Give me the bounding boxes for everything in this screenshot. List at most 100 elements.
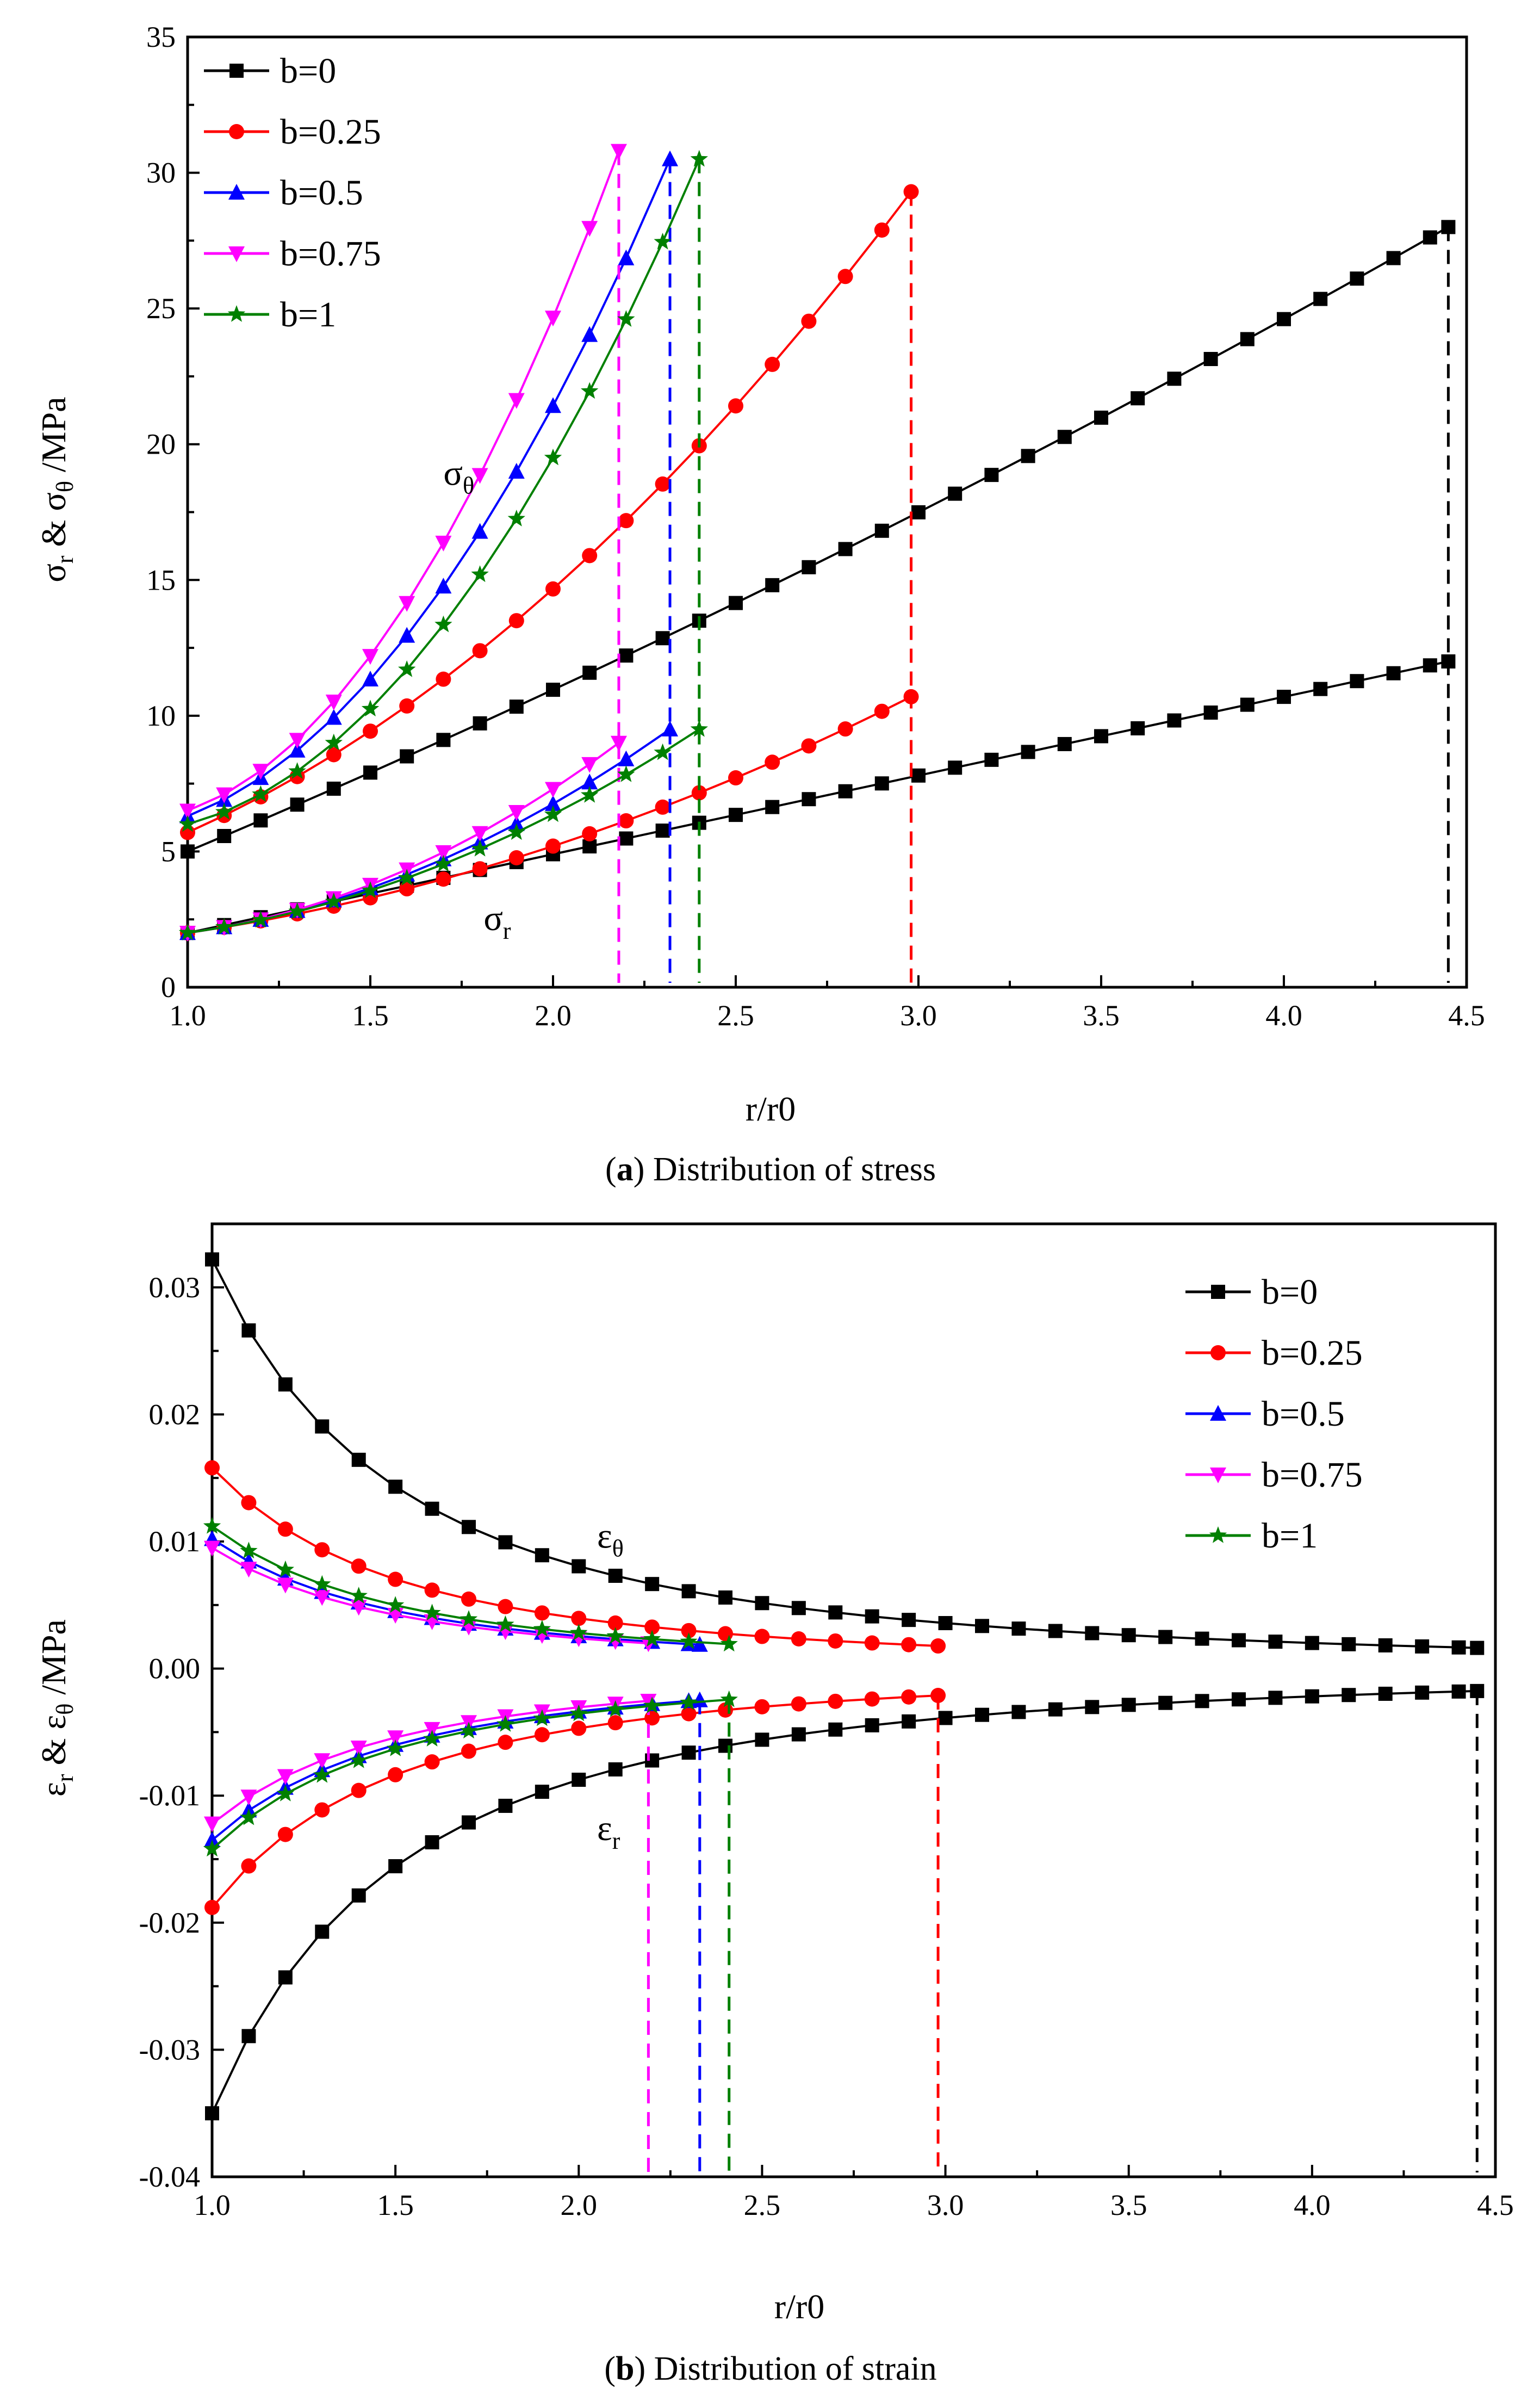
x-tick-label: 2.0 [535, 999, 572, 1032]
eps-theta-point [459, 1610, 478, 1627]
curve-annotation: εθ [597, 1516, 624, 1562]
eps-r-point [314, 1802, 330, 1818]
curve-annotation: σr [483, 899, 511, 944]
eps-r-point [205, 2106, 219, 2121]
sigma-theta-point [326, 781, 341, 796]
sigma-theta-point [654, 232, 672, 250]
sigma-r-point [545, 795, 561, 811]
eps-theta-point [607, 1615, 623, 1631]
sigma-theta-point [1057, 430, 1072, 444]
eps-r-point [864, 1691, 880, 1707]
eps-theta-point [606, 1627, 624, 1644]
eps-theta-point [1158, 1630, 1173, 1644]
sigma-r-point [801, 738, 817, 754]
series-b=1 [178, 150, 708, 983]
series-b=0 [205, 1252, 1485, 2172]
sigma-theta-point [215, 803, 233, 820]
legend-entry: b=0.75 [204, 234, 381, 274]
sigma-theta-point [655, 631, 670, 646]
ylabel-sub: r [52, 555, 78, 564]
eps-r-point [533, 1709, 551, 1726]
curve-annotation: εr [597, 1809, 620, 1854]
stress-y-axis-title: σr & σθ /MPa [34, 397, 78, 582]
caption-letter: b [616, 2350, 634, 2387]
sigma-theta-point [508, 462, 525, 479]
eps-r-point [1305, 1689, 1319, 1704]
eps-r-point [755, 1732, 769, 1747]
eps-r-point [608, 1762, 623, 1776]
eps-theta-point [1268, 1635, 1283, 1649]
sigma-r-point [435, 845, 452, 861]
eps-r-point [754, 1699, 770, 1714]
legend-marker [1209, 1526, 1227, 1543]
sigma-r-point [436, 871, 451, 887]
sigma-r-point [948, 760, 962, 775]
sigma-r-point [581, 757, 598, 773]
eps-theta-point [425, 1501, 439, 1516]
eps-r-point [498, 1798, 513, 1813]
eps-theta-point [681, 1623, 697, 1638]
caption-part: ( [605, 1151, 617, 1188]
sigma-theta-point [363, 723, 378, 739]
eps-theta-point [350, 1587, 368, 1604]
sigma-r-point [399, 881, 415, 897]
sigma-theta-point [729, 596, 743, 610]
eps-r-point [424, 1754, 440, 1770]
x-tick-label: 1.5 [352, 999, 389, 1032]
sigma-theta-point [471, 565, 489, 583]
eps-r-point [240, 1808, 258, 1825]
eps-theta-point [498, 1599, 513, 1614]
eps-theta-point [1011, 1621, 1026, 1636]
y-tick-label: 0.01 [149, 1525, 201, 1558]
eps-r-point [1085, 1700, 1100, 1714]
sigma-theta-point [1350, 271, 1364, 286]
sigma-theta-point [984, 468, 999, 482]
legend-marker [227, 305, 246, 322]
sigma-r-point [1094, 729, 1108, 744]
eps-theta-point [1048, 1624, 1063, 1638]
sigma-theta-point [765, 356, 780, 372]
sigma-r-point [1313, 682, 1328, 696]
eps-r-point [1378, 1686, 1393, 1701]
sigma-r-point [1057, 736, 1072, 751]
sigma-theta-point [838, 542, 853, 556]
eps-r-point [459, 1722, 478, 1739]
sigma-r-point [984, 752, 999, 767]
sigma-theta-point [618, 249, 635, 265]
sigma-theta-point [911, 505, 926, 519]
eps-r-point [278, 1970, 293, 1985]
sigma-theta-point [545, 397, 561, 413]
sigma-r-point [728, 770, 743, 786]
sigma-r-point [508, 815, 525, 831]
eps-theta-point [1415, 1639, 1430, 1654]
svg-text:σr & σθ /MPa: σr & σθ /MPa [34, 397, 78, 582]
sigma-r-point [507, 823, 525, 840]
strain-series-group [203, 1252, 1485, 2172]
eps-theta-point [314, 1590, 331, 1606]
eps-r-point [387, 1739, 405, 1756]
eps-r-point [351, 1888, 366, 1903]
sigma-theta-point [252, 785, 270, 802]
sigma-theta-point [435, 578, 452, 594]
eps-theta-point [680, 1632, 698, 1649]
sigma-r-point [617, 765, 635, 782]
eps-theta-point [1121, 1628, 1136, 1643]
legend-label: b=0.5 [1262, 1394, 1345, 1434]
eps-theta-point [387, 1596, 405, 1613]
sigma-theta-point [728, 398, 743, 414]
sigma-theta-point [1167, 372, 1182, 386]
eps-r-point [1121, 1698, 1136, 1712]
sigma-r-point [1203, 705, 1218, 720]
sigma-theta-point [801, 313, 817, 329]
legend-label: b=1 [280, 295, 336, 335]
eps-theta-point [691, 1636, 708, 1652]
sigma-theta-point [362, 671, 378, 687]
sigma-theta-point [473, 716, 487, 730]
eps-r-point [350, 1741, 367, 1757]
sigma-r-point [581, 786, 599, 803]
eps-theta-point [572, 1559, 586, 1574]
legend-label: b=0.75 [1262, 1455, 1363, 1495]
y-tick-label: -0.02 [139, 1906, 200, 1939]
eps-r-point [1268, 1691, 1283, 1705]
eps-r-point [204, 1831, 220, 1847]
